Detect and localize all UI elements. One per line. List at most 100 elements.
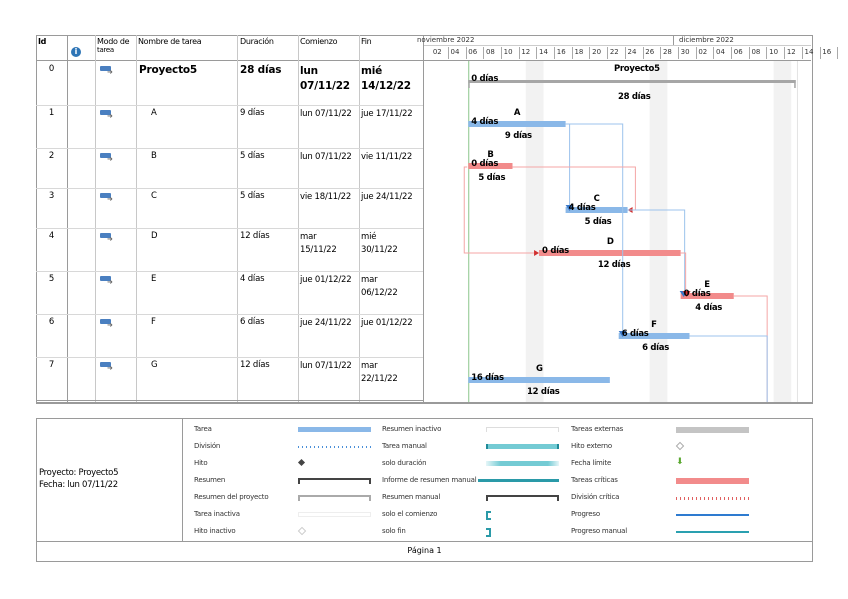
task-finish-line1: mar [361,275,378,285]
task-start-line1: jue 24/11/22 [300,318,352,328]
task-row-id[interactable]: 0 [48,64,55,74]
legend-swatch-col1-3 [298,478,371,480]
critical-task-bar-b [468,163,513,169]
task-start[interactable]: mar 15/11/22 [300,231,337,257]
page-number: Página 1 [407,546,442,555]
task-start[interactable]: jue 01/12/22 [300,274,352,287]
task-row-id[interactable]: 5 [48,274,55,284]
col-line [95,35,96,402]
task-name[interactable]: D [151,231,158,241]
legend-box [36,418,813,542]
task-name[interactable]: E [151,274,157,284]
task-finish[interactable]: mié 30/11/22 [361,231,398,257]
header-task-mode[interactable]: Modo de tarea [97,37,130,55]
task-finish-line1: jue 17/11/22 [361,109,413,119]
task-duration[interactable]: 5 días [240,151,265,161]
task-name[interactable]: G [151,360,158,370]
legend-label: Tarea manual [382,442,427,450]
task-start-line2: 07/11/22 [300,80,350,92]
task-name[interactable]: Proyecto5 [139,64,198,76]
legend-label: Tarea [194,425,212,433]
task-duration[interactable]: 6 días [240,317,265,327]
task-duration[interactable]: 5 días [240,191,265,201]
header-id[interactable]: Id [38,37,47,46]
timescale-tick: 26 [645,48,655,56]
task-start[interactable]: lun 07/11/22 [300,151,352,164]
timescale-bottom [423,60,811,61]
task-start[interactable]: lun 07/11/22 [300,360,352,373]
table-chart-splitter[interactable] [423,35,424,402]
timescale-tick: 18 [574,48,584,56]
header-finish[interactable]: Fin [361,37,372,46]
tick-separator [571,47,573,59]
legend-label: solo fin [382,527,406,535]
legend-divider [182,418,183,541]
legend-label: Resumen inactivo [382,425,442,433]
task-finish[interactable]: jue 24/11/22 [361,191,413,204]
auto-scheduled-arrow: ➜ [107,235,113,243]
task-duration[interactable]: 9 días [240,108,265,118]
auto-scheduled-icon [100,276,111,281]
task-bar-name-label: B [487,150,494,160]
row-separator [36,357,423,358]
task-name[interactable]: C [151,191,157,201]
task-row-id[interactable]: 7 [48,360,55,370]
task-bar-slack-label: 4 días [568,203,596,213]
task-finish-line2: 22/11/22 [361,374,398,384]
link-c-to-e [627,209,686,293]
tick-separator [801,47,803,59]
task-finish-line1: mié [361,65,383,77]
legend-swatch-col3-4 [676,497,749,500]
header-start[interactable]: Comienzo [300,37,338,46]
tick-separator [536,47,538,59]
auto-scheduled-arrow: ➜ [107,321,113,329]
task-start[interactable]: lun 07/11/22 [300,64,350,94]
task-duration[interactable]: 12 días [240,360,270,370]
task-name[interactable]: A [151,108,157,118]
task-row-id[interactable]: 1 [48,108,55,118]
timescale-tick: 12 [521,48,531,56]
legend-swatch-col2-4 [557,495,559,501]
task-row-id[interactable]: 3 [48,191,55,201]
task-duration[interactable]: 28 días [240,64,282,76]
page-footer [36,540,813,562]
task-start[interactable]: vie 18/11/22 [300,191,351,204]
task-finish[interactable]: jue 01/12/22 [361,317,413,330]
task-row-id[interactable]: 4 [48,231,55,241]
auto-scheduled-arrow: ➜ [107,195,113,203]
legend-swatch-col1-0 [298,427,371,432]
task-name[interactable]: B [151,151,157,161]
info-icon[interactable]: i [71,47,81,57]
task-name[interactable]: F [151,317,156,327]
task-row-id[interactable]: 6 [48,317,55,327]
legend-swatch-col2-2 [486,461,559,466]
task-duration[interactable]: 12 días [240,231,270,241]
legend-swatch-col2-3 [478,479,559,482]
task-duration[interactable]: 4 días [240,274,265,284]
task-row-id[interactable]: 2 [48,151,55,161]
header-duration[interactable]: Duración [240,37,274,46]
col-line [67,35,68,402]
task-finish[interactable]: mar 06/12/22 [361,274,398,300]
header-task-name[interactable]: Nombre de tarea [138,37,202,46]
legend-label: Hito [194,459,208,467]
legend-label: División [194,442,221,450]
timescale-tick: 14 [539,48,548,56]
task-finish[interactable]: vie 11/11/22 [361,151,412,164]
auto-scheduled-icon [100,110,111,115]
timescale-tick: 08 [485,48,495,56]
task-bar-a [468,121,566,127]
link-e-to-finish [733,295,768,402]
legend-label: División crítica [571,493,620,501]
timescale-tick: 24 [627,48,637,56]
task-bar-g [468,377,610,383]
task-start[interactable]: lun 07/11/22 [300,108,352,121]
nonworking-time-shading [649,61,668,402]
task-finish[interactable]: mié 14/12/22 [361,64,411,94]
col-line [136,35,137,402]
task-finish[interactable]: jue 17/11/22 [361,108,413,121]
tick-separator [465,47,467,59]
task-finish[interactable]: mar 22/11/22 [361,360,398,386]
row-separator [36,148,423,149]
task-start[interactable]: jue 24/11/22 [300,317,352,330]
